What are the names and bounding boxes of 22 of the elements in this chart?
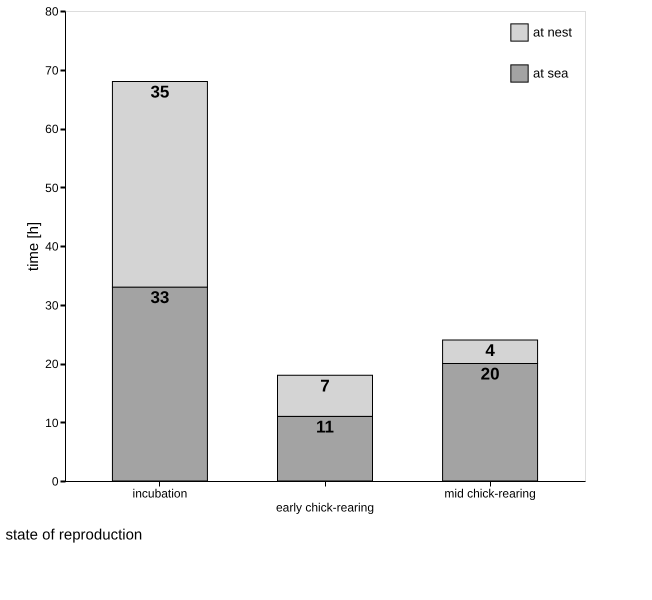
data-label: 4 xyxy=(485,341,496,360)
y-tick-label: 10 xyxy=(45,416,59,430)
y-tick-label: 50 xyxy=(45,180,59,195)
y-tick-label: 20 xyxy=(45,357,59,371)
x-tick-label: incubation xyxy=(132,486,188,500)
x-tick-label: mid chick-rearing xyxy=(444,486,536,500)
data-label: 33 xyxy=(150,288,170,308)
y-tick-label: 30 xyxy=(45,298,59,312)
legend-label: at sea xyxy=(533,66,570,80)
x-tick-label: early chick-rearing xyxy=(276,500,374,514)
data-label: 11 xyxy=(316,417,334,436)
y-tick-label: 80 xyxy=(45,4,59,18)
data-label: 7 xyxy=(320,376,330,396)
data-label: 20 xyxy=(480,364,500,384)
x-axis-title: state of reproduction xyxy=(6,526,142,544)
y-tick-label: 70 xyxy=(45,63,59,78)
y-tick-label: 0 xyxy=(52,474,59,488)
data-label: 35 xyxy=(150,82,170,102)
legend-label: at nest xyxy=(533,24,572,40)
y-tick-label: 40 xyxy=(45,240,59,254)
y-axis-title: time [h] xyxy=(25,222,42,272)
y-tick-label: 60 xyxy=(45,122,59,136)
